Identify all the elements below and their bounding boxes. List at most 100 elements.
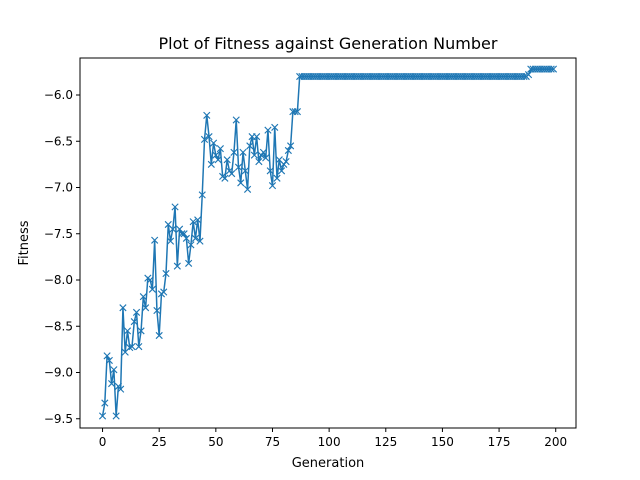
data-point-marker (171, 203, 179, 211)
data-point-marker (216, 145, 224, 153)
data-point-marker (110, 366, 118, 374)
data-point-marker (246, 142, 254, 150)
data-point-marker (205, 133, 213, 141)
x-tick-label: 175 (488, 435, 511, 449)
data-point-marker (207, 160, 215, 168)
data-point-marker (180, 230, 188, 238)
y-tick-label: −6.0 (44, 88, 73, 102)
x-tick-label: 150 (431, 435, 454, 449)
data-point-marker (264, 126, 272, 134)
data-point-marker (117, 385, 125, 393)
data-point-marker (291, 108, 299, 116)
chart-title: Plot of Fitness against Generation Numbe… (159, 34, 498, 53)
data-point-marker (253, 133, 261, 141)
data-point-marker (189, 218, 197, 226)
data-point-marker (287, 142, 295, 150)
data-point-marker (151, 236, 159, 244)
data-point-marker (148, 285, 156, 293)
data-point-marker (132, 308, 141, 316)
data-point-marker (153, 306, 161, 315)
data-point-marker (123, 327, 132, 335)
data-point-marker (277, 167, 286, 175)
x-tick-label: 200 (544, 435, 567, 449)
y-tick-label: −7.5 (44, 227, 73, 241)
y-tick-label: −6.5 (44, 134, 73, 148)
data-point-marker (196, 237, 204, 245)
data-point-marker (232, 116, 240, 124)
data-point-marker (241, 167, 249, 175)
data-point-marker (191, 234, 200, 242)
y-tick-label: −9.5 (44, 412, 73, 426)
data-point-marker (198, 191, 206, 199)
data-point-marker (255, 158, 263, 166)
data-point-marker (262, 154, 270, 162)
data-point-marker (293, 108, 301, 116)
data-point-marker (119, 304, 127, 312)
data-point-marker (105, 356, 113, 365)
x-tick-label: 125 (374, 435, 397, 449)
data-point-marker (187, 241, 195, 249)
data-point-marker (221, 174, 229, 182)
x-axis-label: Generation (292, 456, 365, 471)
data-point-marker (182, 234, 190, 242)
data-point-marker (135, 343, 143, 351)
x-tick-label: 50 (208, 435, 223, 449)
data-point-marker (166, 237, 175, 245)
data-point-marker (282, 158, 290, 166)
data-point-marker (250, 151, 258, 159)
x-tick-label: 75 (265, 435, 280, 449)
data-point-marker (146, 276, 154, 284)
data-point-marker (139, 293, 147, 301)
axes-frame (79, 57, 577, 429)
x-tick-label: 25 (152, 435, 167, 449)
data-point-marker (284, 146, 292, 155)
data-point-marker (237, 179, 245, 187)
data-point-marker (520, 72, 528, 81)
y-tick-label: −7.0 (44, 181, 73, 195)
x-tick-label: 100 (318, 435, 341, 449)
data-point-marker (214, 156, 222, 164)
data-point-marker (228, 170, 236, 178)
y-axis-label: Fitness (17, 220, 32, 265)
data-point-marker (243, 185, 252, 193)
x-axis: 0 25 50 75 100 125 150 175 200 (99, 428, 567, 449)
data-point-marker (268, 182, 277, 190)
plot-area (79, 57, 577, 429)
data-point-marker (239, 148, 247, 156)
data-point-marker (112, 412, 120, 420)
y-axis: −6.0 −6.5 −7.0 −7.5 −8.0 −8.5 −9.0 −9.5 (44, 88, 80, 426)
data-point-marker (169, 225, 177, 233)
data-point-marker (547, 65, 555, 73)
data-point-marker (194, 216, 202, 224)
data-point-marker (160, 288, 168, 296)
data-point-marker (126, 343, 134, 352)
data-point-marker (173, 262, 181, 270)
data-point-marker (234, 163, 243, 171)
x-tick-label: 0 (99, 435, 107, 449)
data-point-marker (98, 412, 107, 420)
data-point-marker (142, 304, 150, 312)
data-point-marker (128, 343, 136, 351)
y-tick-label: −8.5 (44, 319, 73, 333)
data-point-marker (137, 327, 145, 335)
y-tick-label: −8.0 (44, 273, 73, 287)
data-point-marker (209, 139, 218, 147)
data-point-marker (101, 399, 109, 407)
data-point-marker (162, 269, 170, 278)
data-point-marker (549, 65, 558, 73)
data-point-marker (271, 123, 279, 131)
series-layer (98, 65, 558, 420)
data-point-marker (130, 318, 138, 326)
data-point-marker (103, 352, 111, 360)
data-point-marker (273, 174, 281, 182)
data-point-marker (200, 135, 209, 143)
data-point-marker (223, 156, 231, 164)
data-point-marker (155, 331, 163, 340)
data-point-marker (259, 148, 268, 156)
data-point-marker (185, 259, 193, 267)
data-point-marker (212, 151, 220, 159)
y-tick-label: −9.0 (44, 366, 73, 380)
data-point-marker (230, 148, 238, 156)
